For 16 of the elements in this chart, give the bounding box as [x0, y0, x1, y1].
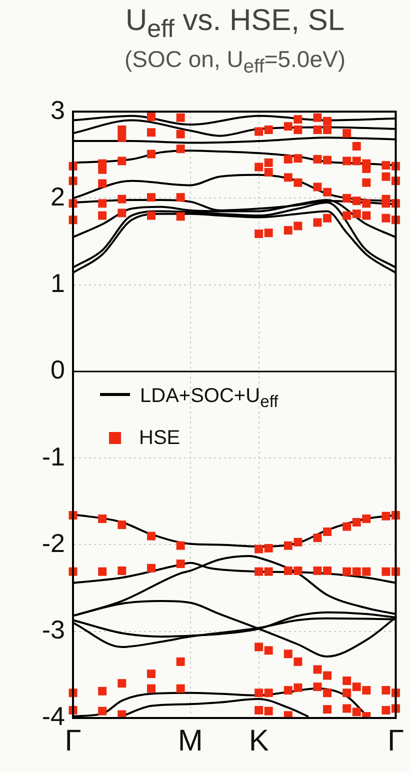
y-tick-label: 2 — [50, 181, 65, 212]
y-tick-label: -3 — [42, 614, 65, 645]
y-tick-label: -1 — [42, 441, 65, 472]
x-tick-label: K — [248, 724, 269, 758]
y-tick-label: 1 — [50, 268, 65, 298]
x-tick-label: Γ — [64, 724, 82, 758]
y-tick-label: -2 — [42, 528, 65, 558]
y-tick-label: 3 — [50, 94, 65, 125]
x-tick-label: Γ — [387, 724, 404, 758]
legend-label: LDA+SOC+U$_{eff}$ — [140, 385, 278, 411]
chart-subtitle: (SOC on, U$_{eff}$=5.0eV) — [123, 46, 347, 79]
x-tick-label: M — [178, 724, 203, 758]
y-tick-label: -4 — [42, 701, 65, 732]
y-tick-label: 0 — [50, 354, 65, 385]
legend-label: HSE — [139, 427, 180, 449]
chart-title: U$_{eff}$ vs. HSE, SL — [124, 4, 346, 44]
